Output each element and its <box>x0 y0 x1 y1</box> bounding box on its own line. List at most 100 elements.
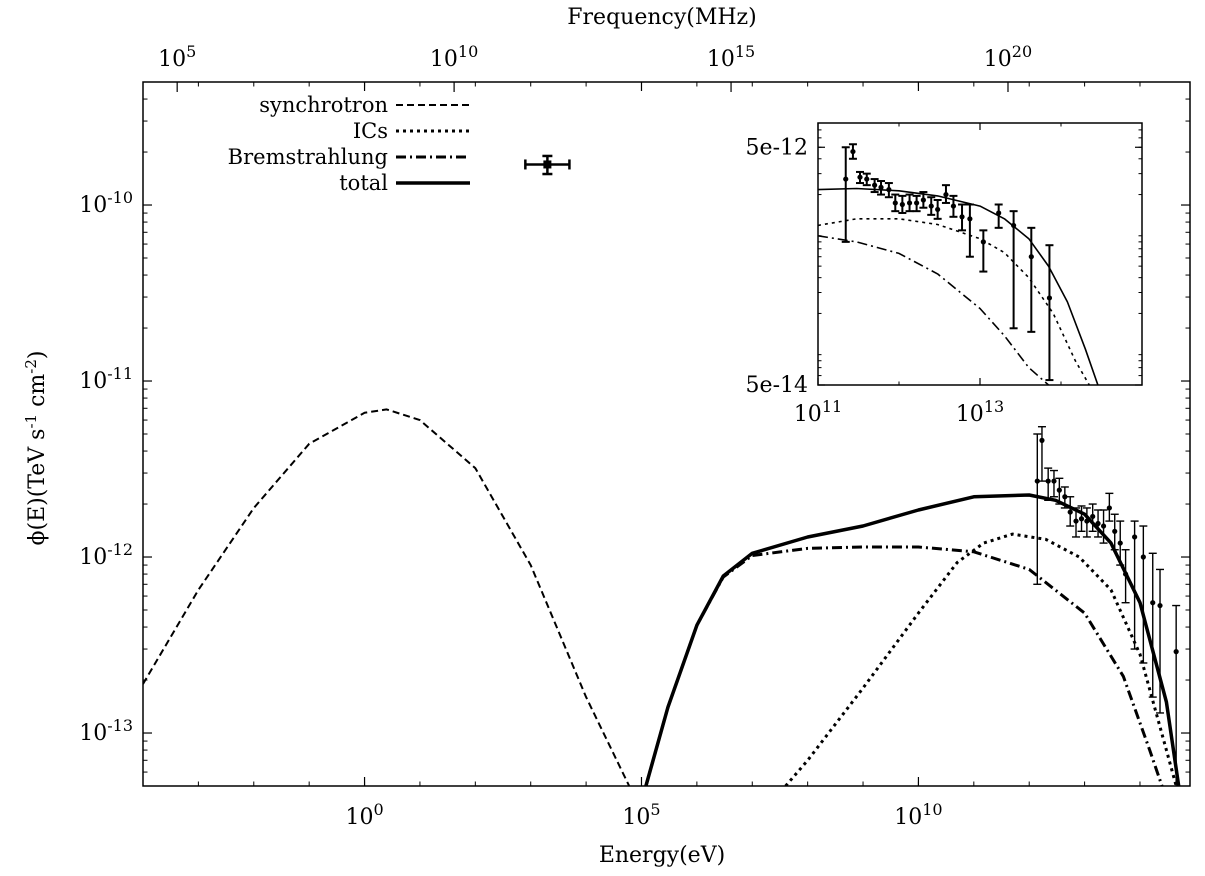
inset-x-tick-label-1: 1013 <box>956 397 1004 427</box>
inset-y-tick-label-0: 5e-12 <box>746 135 808 160</box>
inset-data-point-5 <box>878 184 884 190</box>
main-data-point-19 <box>1150 600 1156 606</box>
inset-series-total <box>818 187 1099 385</box>
y-axis-label-exp1: -1 <box>22 414 40 429</box>
tick-exponent: -13 <box>107 716 133 735</box>
tick-exponent: 10 <box>922 800 942 819</box>
main-data-point-15 <box>1117 540 1123 546</box>
main-data-point-3 <box>1051 478 1057 484</box>
inset-data-point-7 <box>892 200 898 206</box>
inset-curves <box>818 143 1099 385</box>
main-x-tick-label-0: 100 <box>345 800 383 830</box>
tick-base: 10 <box>430 47 458 72</box>
inset-data-point-6 <box>886 187 892 193</box>
y-axis-label-main: ϕ(E)(TeV s <box>25 429 50 546</box>
main-data-point-7 <box>1073 518 1079 524</box>
tick-exponent: 5 <box>650 800 660 819</box>
main-data-point-2 <box>1045 478 1051 484</box>
axis-labels: Energy(eV) Frequency(MHz) ϕ(E)(TeV s-1 c… <box>22 5 757 868</box>
main-data-point-5 <box>1062 494 1068 500</box>
main-x-tick-label-2: 1010 <box>894 800 942 830</box>
tick-exponent: 11 <box>822 397 842 416</box>
legend-label-total: total <box>339 171 388 195</box>
main-data-point-4 <box>1056 487 1062 493</box>
legend-label-bremstrahlung: Bremstrahlung <box>228 145 388 169</box>
top-x-tick-label-1: 1010 <box>430 42 478 72</box>
tick-exponent: 20 <box>1012 42 1032 61</box>
inset-data-point-12 <box>928 203 934 209</box>
main-y-tick-label-3: 10-13 <box>79 716 133 746</box>
tick-exponent: 13 <box>984 397 1004 416</box>
main-data-point-11 <box>1095 520 1101 527</box>
tick-exponent: 10 <box>458 42 478 61</box>
tick-base: 10 <box>79 545 107 570</box>
main-y-tick-label-0: 10-10 <box>79 188 133 218</box>
tick-base: 10 <box>622 805 650 830</box>
main-data-point-20 <box>1157 602 1163 609</box>
top-x-tick-label-2: 1015 <box>707 42 755 72</box>
tick-base: 10 <box>158 47 186 72</box>
x-axis-label: Energy(eV) <box>599 843 725 868</box>
xray-point-marker <box>543 160 552 169</box>
main-data-point-17 <box>1132 534 1138 540</box>
main-y-tick-label-1: 10-11 <box>79 364 133 394</box>
y-axis-label-end: ) <box>25 351 50 360</box>
inset-data-point-19 <box>996 210 1002 216</box>
y-axis-label: ϕ(E)(TeV s-1 cm-2) <box>22 351 50 546</box>
inset-frame <box>817 122 1143 386</box>
inset-y-tick-label-1: 5e-14 <box>746 373 808 398</box>
inset-data-point-16 <box>959 214 965 220</box>
main-data-point-21 <box>1173 649 1179 655</box>
inset-data-point-21 <box>1028 254 1034 260</box>
inset-data-point-15 <box>950 203 957 209</box>
inset-data-point-3 <box>864 176 870 182</box>
main-data-point-12 <box>1100 523 1107 529</box>
main-data-point-18 <box>1140 554 1146 560</box>
tick-base: 10 <box>984 47 1012 72</box>
tick-base: 10 <box>79 193 107 218</box>
tick-base: 10 <box>956 402 984 427</box>
main-data-point-16 <box>1122 571 1129 577</box>
tick-base: 10 <box>345 805 373 830</box>
tick-base: 10 <box>79 369 107 394</box>
inset-data-point-8 <box>899 201 905 208</box>
main-data-point-6 <box>1067 509 1073 515</box>
y-axis-label-mid: cm <box>25 374 50 414</box>
main-series-ics <box>784 532 1178 786</box>
inset-data-point-4 <box>872 182 878 188</box>
main-data-point-0 <box>1034 478 1040 484</box>
main-series-synchrotron <box>143 408 631 786</box>
top-x-tick-label-0: 105 <box>158 42 196 72</box>
tick-exponent: -10 <box>107 188 133 207</box>
inset-data-point-2 <box>857 174 863 180</box>
inset-data-point-10 <box>914 200 920 206</box>
top-x-tick-label-3: 1020 <box>984 42 1032 72</box>
tick-base: 10 <box>894 805 922 830</box>
main-data-point-14 <box>1112 528 1118 534</box>
main-curves <box>143 408 1181 786</box>
tick-base: 10 <box>79 721 107 746</box>
tick-base: 10 <box>794 402 822 427</box>
main-data-point-13 <box>1106 505 1112 511</box>
main-data-point-10 <box>1090 513 1096 520</box>
legend-label-synchrotron: synchrotron <box>259 93 388 117</box>
inset-data-point-0 <box>843 176 849 182</box>
main-data-point-9 <box>1084 518 1090 524</box>
tick-exponent: -11 <box>107 364 133 383</box>
inset-data-point-1 <box>850 148 856 155</box>
inset-data-point-9 <box>906 200 913 206</box>
inset-data-point-18 <box>980 239 986 245</box>
tick-base: 10 <box>707 47 735 72</box>
inset-data-point-17 <box>967 216 973 222</box>
inset-data-point-20 <box>1011 222 1017 229</box>
inset-data-point-11 <box>920 197 926 203</box>
tick-exponent: 15 <box>735 42 755 61</box>
y-axis-label-exp2: -2 <box>22 359 40 374</box>
inset-x-tick-label-0: 1011 <box>794 397 842 427</box>
main-data-point-8 <box>1078 516 1085 522</box>
legend-label-ics: ICs <box>353 119 388 143</box>
inset-series-bremstrahlung <box>818 235 1050 385</box>
main-y-tick-label-2: 10-12 <box>79 540 133 570</box>
